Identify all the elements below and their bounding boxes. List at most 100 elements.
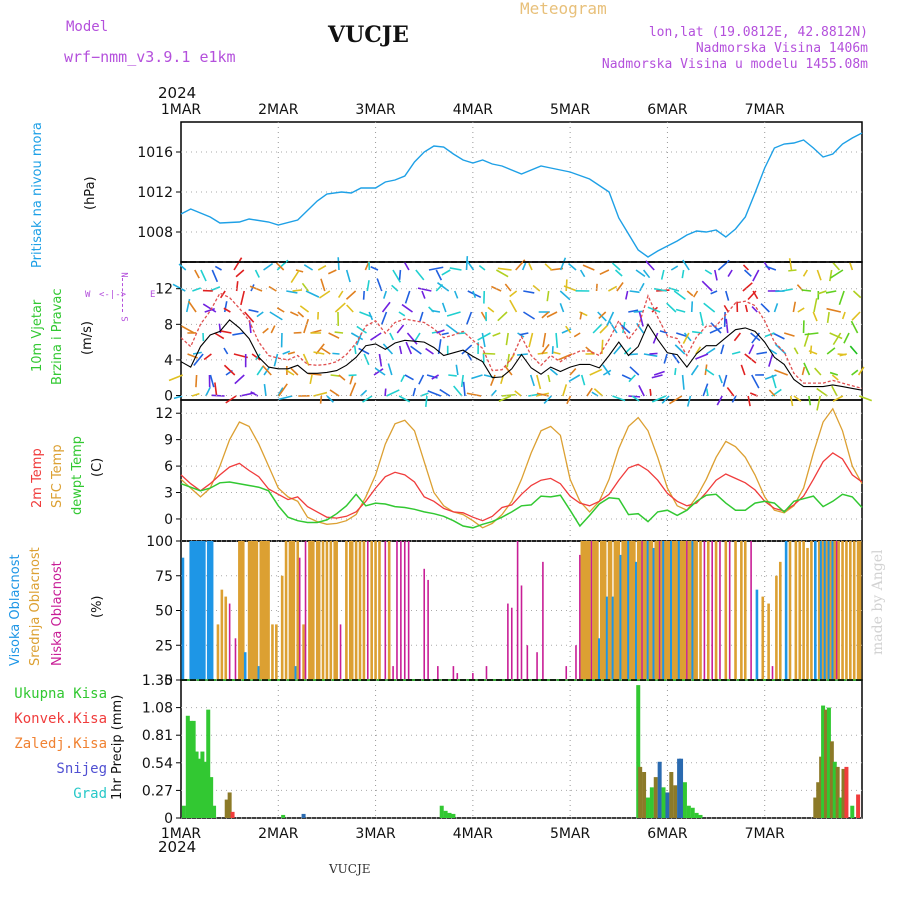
precip-bar-total	[203, 761, 208, 818]
wind-arrow	[661, 395, 670, 404]
wind-arrow	[286, 290, 298, 294]
precip-bar-total	[212, 805, 217, 818]
precip-tick-label: 1.08	[142, 701, 173, 717]
wind-arrow	[829, 269, 844, 279]
wind-arrow	[495, 269, 509, 278]
cloud-bar-high	[646, 541, 650, 680]
cloud-bar-mid	[251, 541, 255, 680]
wind-arrow	[710, 322, 722, 334]
wind-arrow	[598, 311, 607, 320]
cloud-bar-mid	[778, 561, 782, 680]
cloud-bar-mid	[253, 541, 257, 680]
cloud-bar-mid	[333, 541, 337, 680]
wind-arrow	[611, 262, 621, 271]
precip-bar-total	[690, 807, 695, 818]
top-day-label: 4MAR	[453, 102, 494, 118]
wind-arrow	[278, 383, 288, 397]
cloud-bar-low	[407, 541, 410, 680]
wind-arrow	[504, 283, 512, 292]
wind-arrow	[523, 290, 535, 294]
wind-arrow	[319, 395, 323, 404]
cloud-bar-mid	[317, 541, 321, 680]
wind-arrow	[521, 262, 527, 271]
cloud-bar-low	[711, 541, 713, 680]
wind-arrow	[313, 391, 328, 397]
wind-arrow	[774, 369, 788, 376]
bottom-day-label: 3MAR	[355, 826, 396, 842]
wind-tick-label: 4	[164, 353, 173, 369]
wind-arrow	[651, 395, 667, 403]
wind-arrow	[722, 374, 728, 387]
cloud-bar-mid	[586, 541, 589, 680]
wind-arrow	[536, 374, 542, 390]
wind-arrow	[801, 289, 812, 292]
precip-tick-label: 0.54	[142, 756, 173, 772]
wind-arrow	[797, 307, 805, 313]
precip-tick-label: 0	[164, 811, 173, 827]
wind-arrow	[608, 285, 618, 292]
cloud-bar-high	[814, 541, 817, 680]
cloud-bar-mid	[240, 541, 243, 680]
wind-arrow	[653, 370, 665, 376]
cloud-bar-mid	[292, 541, 296, 680]
wind-arrow	[621, 374, 632, 380]
wind-arrow	[727, 269, 733, 277]
temp-tick-label: 12	[155, 406, 173, 422]
wind-arrow	[829, 332, 843, 340]
wind-arrow	[269, 311, 283, 321]
wind-arrow	[614, 269, 623, 277]
cloud-bar-low	[485, 666, 488, 680]
cloud-bar-mid	[261, 541, 265, 680]
wind-arrow	[601, 339, 604, 355]
precip-bar-snow	[301, 813, 306, 818]
wind-arrow	[192, 287, 202, 292]
wind-arrow	[725, 290, 730, 301]
cloud-bar-mid	[613, 541, 617, 680]
wind-arrow	[194, 269, 200, 279]
cloud-bar-mid	[638, 541, 642, 680]
wind-arrow	[370, 332, 382, 341]
cloud-bar-mid	[350, 541, 354, 680]
wind-arrow	[857, 366, 865, 376]
cloud-bar-mid	[348, 541, 352, 680]
wind-arrow	[382, 343, 394, 355]
wind-arrow	[546, 290, 550, 302]
wind-compass: N S E W <-|->	[84, 260, 160, 330]
cloud-bar-mid	[621, 541, 624, 680]
wind-arrow	[629, 353, 638, 356]
cloud-bar-mid	[734, 541, 737, 680]
wind-arrow	[731, 395, 737, 403]
precip-bar-mixed	[653, 777, 658, 818]
wind-arrow	[466, 311, 473, 325]
wind-arrow	[431, 309, 441, 313]
cloud-bar-mid	[631, 541, 634, 680]
wind-arrow	[690, 364, 699, 376]
cloud-bar-mid	[216, 624, 220, 680]
precip-tick-label: 0.81	[142, 728, 173, 744]
cloud-bar-mid	[817, 541, 821, 680]
wind-arrow	[549, 368, 558, 376]
cloud-bar-mid	[788, 541, 792, 680]
cloud-bar-low	[579, 554, 581, 680]
wind-arrow	[240, 290, 245, 306]
wind-arrow	[187, 353, 198, 359]
cloud-bar-low	[510, 607, 513, 680]
cloud-bar-low	[703, 541, 706, 680]
panel-frame-temp	[180, 399, 863, 542]
cloud-bar-high	[181, 557, 185, 680]
cloud-bar-mid	[275, 624, 278, 680]
wind-arrow	[455, 364, 459, 376]
cloud-bar-mid	[743, 541, 747, 680]
wind-arrow	[276, 259, 289, 271]
precip-bar-snow	[657, 761, 662, 818]
elevation-label: Nadmorska Visina 1406m	[695, 41, 868, 56]
cloud-bar-high	[189, 541, 193, 680]
wind-arrow	[631, 395, 640, 402]
wind-arrow	[353, 345, 357, 355]
wind-arrow	[313, 351, 325, 355]
wind-arrow	[205, 386, 211, 397]
cloud-bar-mid	[633, 541, 636, 680]
cloud-bar-high	[208, 541, 212, 680]
legend-total-precip: Ukupna Kisa	[14, 686, 107, 702]
